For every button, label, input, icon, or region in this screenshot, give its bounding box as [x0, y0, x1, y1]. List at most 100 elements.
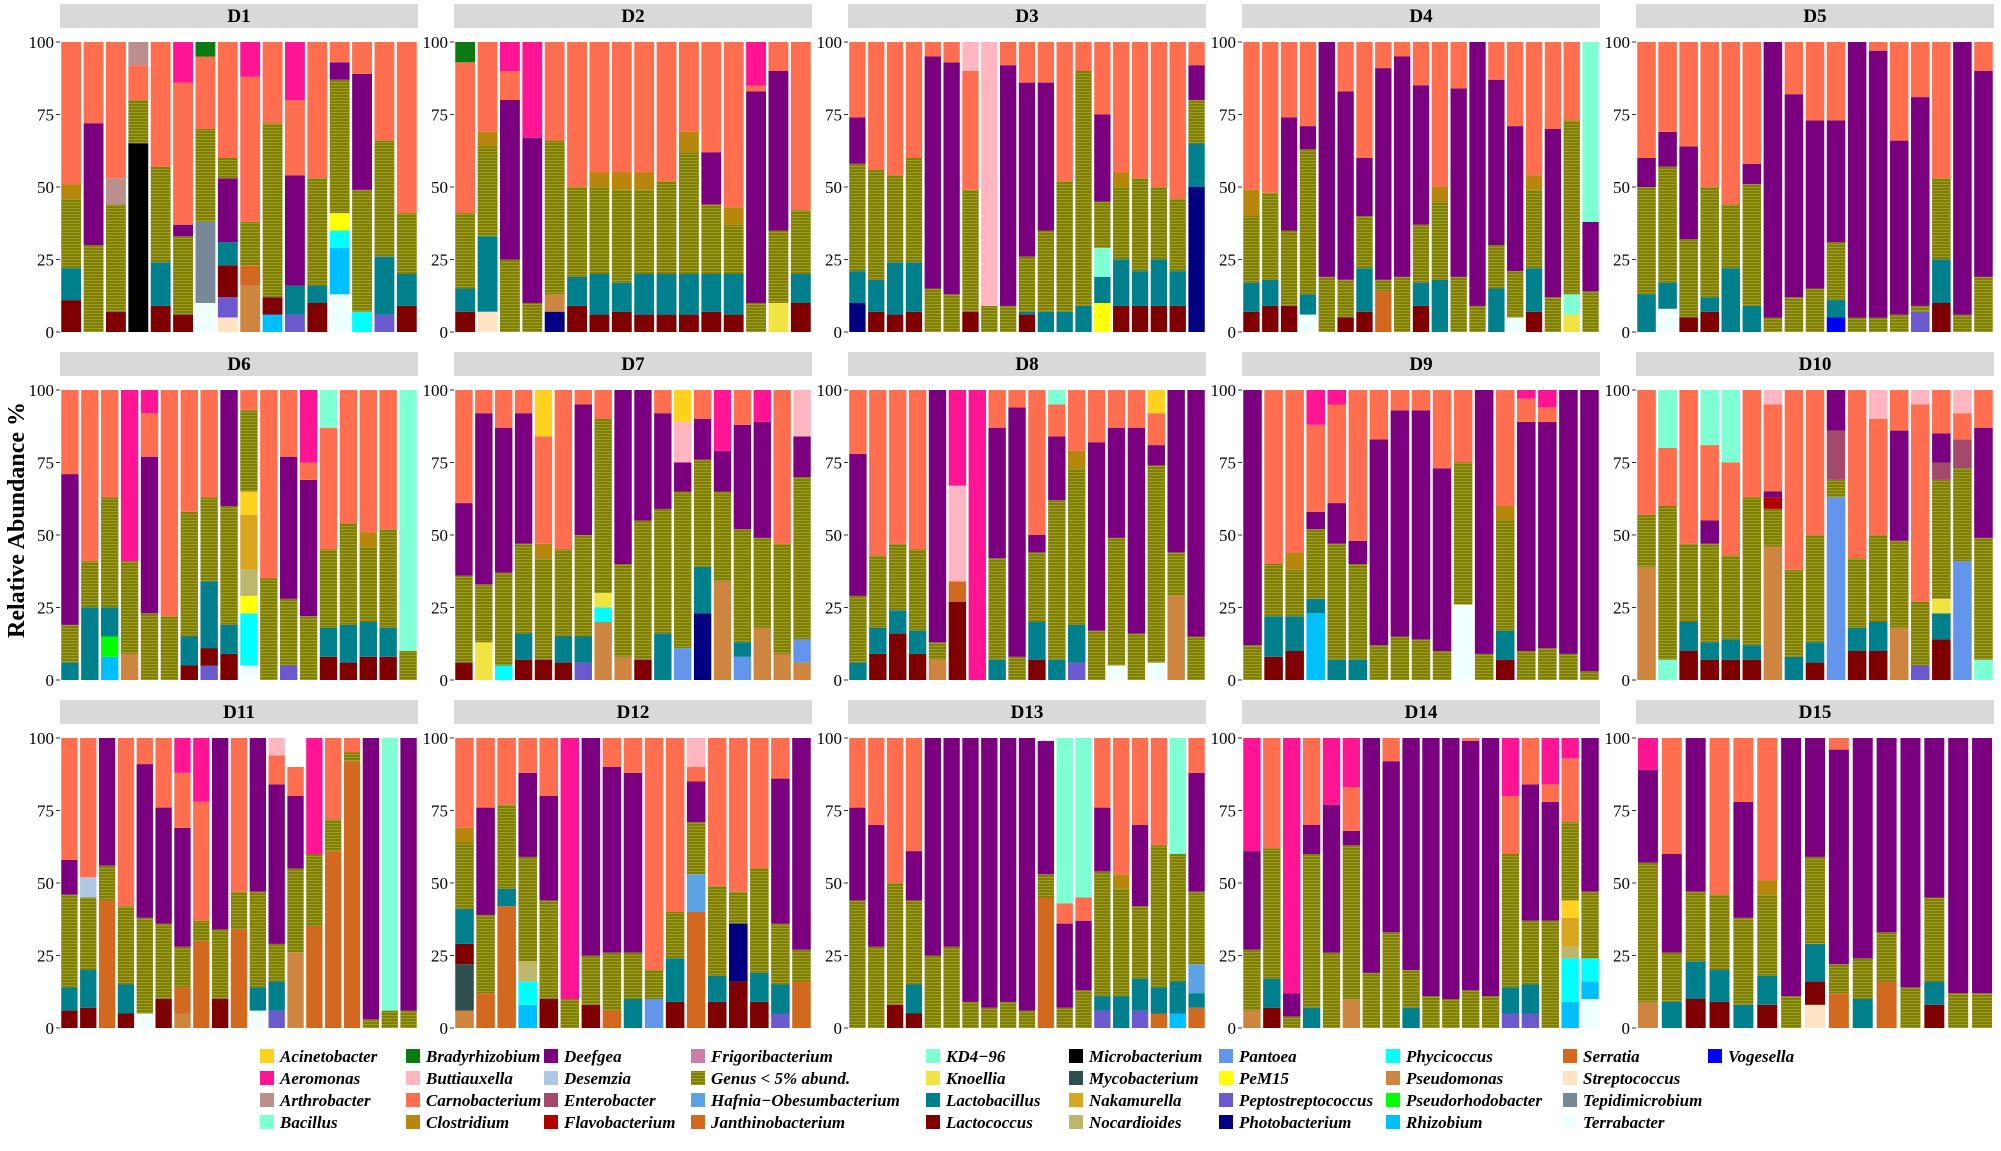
bar-segment-terrabacter: [1658, 308, 1677, 332]
bar: [475, 390, 493, 680]
bar-segment-genus-5-abund: [1393, 276, 1411, 332]
bar-segment-carnobacterium: [1826, 42, 1846, 121]
bar: [1048, 390, 1066, 680]
bar: [1262, 42, 1279, 332]
bar-segment-lactococcus: [869, 653, 887, 680]
bar-segment-deefgea: [1280, 117, 1298, 231]
bar-segment-lactobacillus: [1700, 642, 1719, 660]
legend-swatch: [1069, 1049, 1083, 1063]
bar: [674, 390, 692, 680]
bar-segment-rhizobium: [262, 314, 283, 332]
bar-segment-lactococcus: [1932, 639, 1951, 680]
y-tick-label: 0: [1228, 323, 1237, 342]
bar-segment-lactococcus: [1285, 651, 1304, 680]
bar: [1559, 390, 1578, 680]
bar-segment-genus-5-abund: [1453, 462, 1473, 605]
bar: [1948, 738, 1969, 1028]
y-tick-label: 75: [431, 106, 448, 125]
bar: [968, 390, 986, 680]
bar-segment-deefgea: [581, 738, 601, 956]
bar-segment-lactococcus: [220, 653, 238, 680]
y-tick-label: 0: [440, 671, 449, 690]
bar-segment-genus-5-abund: [1521, 920, 1540, 985]
bar: [1348, 390, 1368, 680]
legend-label: Phycicoccus: [1405, 1047, 1493, 1066]
bar: [339, 390, 358, 680]
bar-segment-carnobacterium: [889, 390, 907, 544]
bar-segment-terrabacter: [1107, 665, 1126, 680]
bar-segment-lactobacillus: [1327, 659, 1347, 680]
bar-segment-serratia: [1188, 1007, 1205, 1028]
bar-segment-deefgea: [1369, 439, 1389, 646]
bar-segment-genus-5-abund: [193, 920, 210, 941]
y-tick-label: 25: [825, 599, 842, 618]
bar-segment-carnobacterium: [886, 42, 904, 176]
bar-segment-lactobacillus: [180, 636, 198, 666]
legend-item-photobacterium: Photobacterium: [1219, 1113, 1351, 1132]
bar-segment-deefgea: [674, 462, 692, 492]
bar-segment-genus-5-abund: [1037, 874, 1055, 898]
bar: [1889, 42, 1909, 332]
bar: [1150, 42, 1168, 332]
bar-segment-deefgea: [1342, 830, 1361, 846]
strip-d13: [848, 700, 1206, 724]
bar-segment-pantoea: [1826, 497, 1846, 680]
bar-segment-deefgea: [1900, 738, 1921, 988]
bar-segment-deefgea: [1412, 85, 1430, 225]
bar-segment-carnobacterium: [476, 738, 495, 808]
legend-swatch: [260, 1049, 274, 1063]
bar-segment-buttiauxella: [1911, 390, 1930, 405]
bar-segment-lactococcus: [729, 981, 748, 1028]
bar: [1784, 42, 1804, 332]
bar-segment-genus-5-abund: [1561, 822, 1579, 901]
bar-segment-deefgea: [1390, 410, 1410, 637]
bar: [306, 738, 323, 1028]
legend-swatch: [260, 1115, 274, 1129]
bar-segment-clostridium: [679, 131, 699, 153]
bar: [1685, 738, 1706, 1028]
bar-segment-genus-5-abund: [753, 537, 771, 628]
bar: [1658, 42, 1677, 332]
bar: [514, 390, 533, 680]
legend-item-terrabacter: Terrabacter: [1563, 1113, 1665, 1132]
bar-segment-aeromonas: [713, 390, 732, 451]
bar: [693, 390, 712, 680]
bar-segment-lactobacillus: [1852, 999, 1873, 1028]
bar: [1507, 42, 1524, 332]
bar-segment-lactobacillus: [1348, 659, 1368, 680]
legend-label: Bradyrhizobium: [425, 1047, 540, 1066]
y-tick-label: 100: [423, 729, 449, 748]
y-tick-label: 100: [1605, 33, 1631, 52]
bar: [1488, 42, 1505, 332]
bar: [1056, 738, 1073, 1028]
bar-segment-genus-5-abund: [999, 305, 1017, 332]
legend-label: Terrabacter: [1583, 1113, 1665, 1132]
bar-segment-lactobacillus: [1685, 961, 1706, 999]
bar-segment-genus-5-abund: [1028, 552, 1046, 622]
bar-segment-genus-5-abund: [1056, 181, 1073, 312]
bar-segment-lactococcus: [886, 314, 904, 332]
legend-swatch: [1386, 1093, 1400, 1107]
bar-segment-lactobacillus: [849, 662, 867, 680]
bar-segment-deefgea: [1450, 88, 1467, 277]
legend-swatch: [544, 1049, 558, 1063]
bar: [1924, 738, 1945, 1028]
bar: [1018, 42, 1036, 332]
bar-segment-aeromonas: [1283, 738, 1301, 994]
bar: [329, 42, 350, 332]
bar-segment-pseudomonas: [1763, 546, 1783, 680]
y-tick-label: 0: [440, 1019, 449, 1038]
bar-segment-terrabacter: [1299, 314, 1317, 332]
bar-segment-streptococcus: [1805, 1004, 1825, 1028]
bar-segment-lactococcus: [1018, 314, 1036, 332]
bar: [634, 42, 655, 332]
bar-segment-carnobacterium: [1911, 404, 1930, 602]
bar-segment-phycicoccus: [495, 665, 513, 680]
bar-segment-tepidimicrobium: [195, 221, 216, 303]
legend-label: Lactococcus: [945, 1113, 1033, 1132]
bar-segment-bacillus: [1658, 659, 1677, 680]
bar-segment-carnobacterium: [594, 390, 612, 419]
bar: [1544, 42, 1562, 332]
bar-segment-carnobacterium: [1563, 42, 1580, 121]
